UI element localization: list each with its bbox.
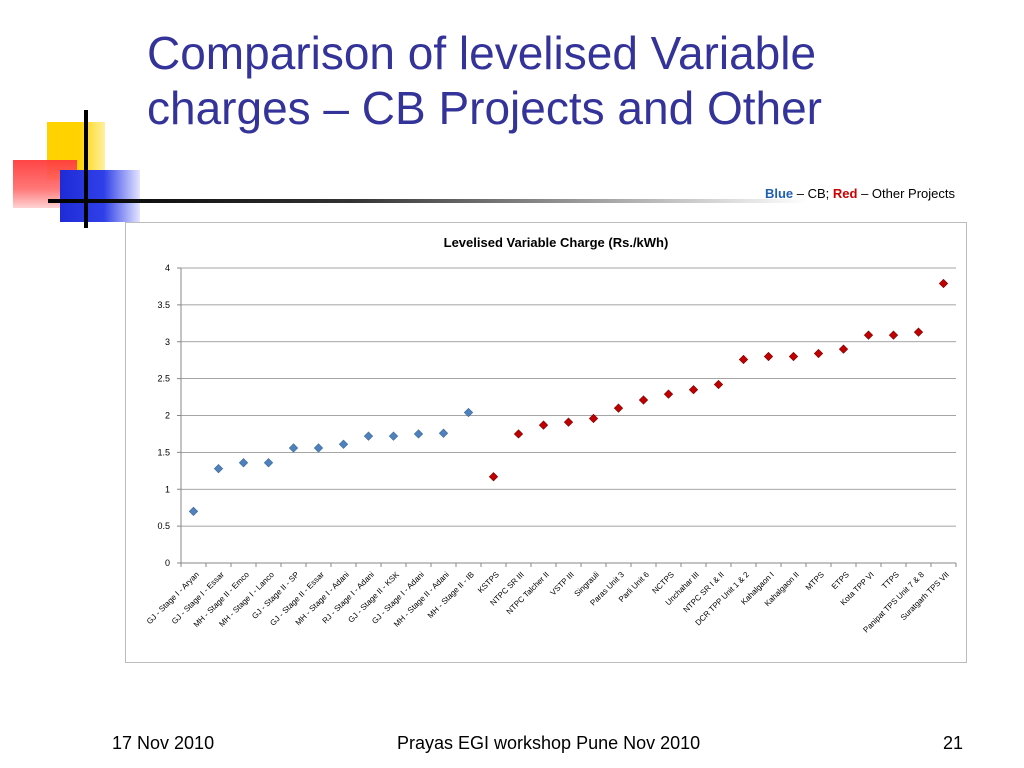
x-tick-label: ETPS bbox=[830, 570, 851, 591]
legend-end-text: – Other Projects bbox=[857, 186, 955, 201]
data-point-other bbox=[663, 389, 674, 399]
y-tick-label: 4 bbox=[165, 263, 170, 273]
data-point-other bbox=[863, 330, 874, 340]
data-point-other bbox=[713, 379, 724, 390]
data-point-cb bbox=[238, 458, 249, 468]
data-point-cb bbox=[413, 429, 424, 439]
x-tick-label: Suratgarh TPS VII bbox=[899, 570, 951, 622]
data-point-cb bbox=[438, 428, 449, 438]
y-tick-label: 1 bbox=[165, 484, 170, 494]
chart-frame: Levelised Variable Charge (Rs./kWh) 0 0.5… bbox=[125, 222, 967, 663]
decor-vertical-line bbox=[84, 110, 88, 228]
data-point-other bbox=[738, 354, 749, 365]
data-point-other bbox=[588, 413, 599, 424]
data-point-other bbox=[913, 327, 924, 337]
y-tick-label: 1.5 bbox=[157, 447, 170, 457]
decor-horizontal-rule bbox=[48, 199, 808, 203]
data-point-cb bbox=[338, 439, 349, 449]
x-tick-label: MTPS bbox=[804, 570, 826, 592]
data-point-other bbox=[488, 472, 499, 482]
axes bbox=[177, 267, 957, 567]
data-point-other bbox=[888, 330, 899, 340]
x-tick-label: VSTP III bbox=[549, 570, 576, 597]
data-point-cb bbox=[263, 458, 274, 468]
data-point-cb bbox=[463, 407, 474, 418]
slide-title: Comparison of levelised Variable charges… bbox=[147, 26, 1007, 136]
y-tick-label: 3.5 bbox=[157, 300, 170, 310]
data-point-cb bbox=[313, 443, 324, 453]
x-tick-label: TTPS bbox=[880, 570, 901, 591]
x-tick-label: MH - Stage II - IB bbox=[426, 570, 476, 620]
y-tick-label: 0.5 bbox=[157, 521, 170, 531]
slide-title-line-1: Comparison of levelised Variable bbox=[147, 27, 817, 79]
data-point-other bbox=[688, 385, 699, 395]
footer-date: 17 Nov 2010 bbox=[112, 733, 215, 753]
y-tick-label: 3 bbox=[165, 337, 170, 347]
slide-title-line-2: charges – CB Projects and Other bbox=[147, 82, 822, 134]
y-tick-label: 2.5 bbox=[157, 374, 170, 384]
legend-blue-word: Blue bbox=[764, 186, 794, 201]
data-point-other bbox=[538, 420, 549, 430]
legend-mid-text: – CB; bbox=[793, 186, 833, 201]
footer-title: Prayas EGI workshop Pune Nov 2010 bbox=[397, 733, 701, 753]
data-point-other bbox=[838, 344, 849, 354]
data-point-other bbox=[638, 395, 649, 405]
legend-note: Blue – CB; Red – Other Projects bbox=[765, 186, 955, 201]
data-point-other bbox=[788, 351, 799, 362]
y-tick-label: 0 bbox=[165, 558, 170, 568]
data-point-cb bbox=[288, 443, 299, 453]
data-point-cb bbox=[188, 506, 199, 516]
data-point-cb bbox=[388, 431, 399, 441]
data-point-other bbox=[563, 417, 574, 427]
chart-title: Levelised Variable Charge (Rs./kWh) bbox=[444, 235, 669, 250]
data-point-other bbox=[763, 351, 774, 362]
chart-svg: Levelised Variable Charge (Rs./kWh) 0 0.5… bbox=[145, 235, 957, 635]
page-number: 21 bbox=[942, 733, 963, 753]
data-point-other bbox=[613, 403, 624, 413]
y-tick-labels: 0 0.5 1 1.5 2 2.5 3 3.5 4 bbox=[157, 263, 170, 568]
data-points bbox=[188, 278, 949, 516]
data-point-other bbox=[513, 429, 524, 439]
legend-red-word: Red bbox=[832, 186, 858, 201]
data-point-cb bbox=[363, 431, 374, 441]
data-point-cb bbox=[213, 463, 224, 474]
data-point-other bbox=[813, 348, 824, 359]
data-point-other bbox=[938, 278, 949, 289]
decor-blue-square bbox=[60, 170, 140, 222]
y-tick-label: 2 bbox=[165, 411, 170, 421]
gridlines bbox=[181, 267, 956, 527]
